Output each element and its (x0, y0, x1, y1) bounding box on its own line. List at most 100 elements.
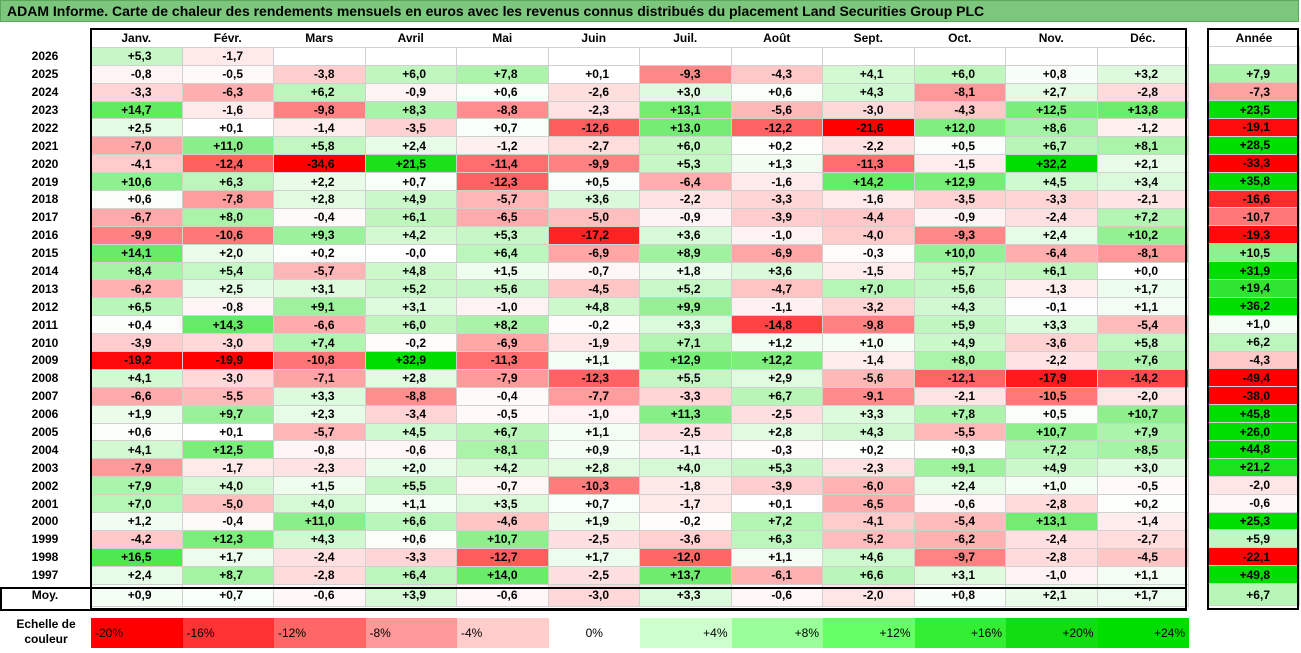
month-header: Oct. (948, 30, 972, 45)
heatmap-cell: +12,9 (913, 172, 1006, 192)
heatmap-cell: +8,5 (1096, 440, 1189, 460)
heatmap-cell: +4,8 (547, 297, 640, 317)
heatmap-cell: +6,3 (730, 529, 823, 549)
annual-cell: +35,8 (1208, 171, 1300, 191)
average-label: Moy. (31, 588, 59, 603)
heatmap-cell: +2,1 (1096, 154, 1189, 174)
legend-swatch: -8% (365, 618, 457, 648)
heatmap-cell: -12,2 (730, 118, 823, 138)
heatmap-cell: -5,5 (181, 386, 274, 406)
year-row: 2018 +0,6 -7,8 +2,8 +4,9 -5,7 +3,6 -2,2 -3,3 -1,6… (0, 190, 1189, 209)
year-row: 2015 +14,1 +2,0 +0,2 -0,0 +6,4 -6,9 +8,9 -6,9 -0,… (0, 243, 1189, 263)
heatmap-cell: +2,4 (364, 136, 457, 156)
heatmap-cell: -5,4 (913, 512, 1006, 531)
heatmap-cell: +4,6 (822, 547, 915, 567)
heatmap-cell: +6,1 (364, 207, 457, 227)
heatmap-cell: -0,3 (822, 243, 915, 263)
year-row: 2010 -3,9 -3,0 +7,4 -0,2 -6,9 -1,9 +7,1 +1,2 +1,0… (0, 333, 1189, 353)
heatmap-cell: -1,6 (822, 190, 915, 209)
annual-cell: +44,8 (1208, 439, 1300, 459)
heatmap-cell: -2,6 (547, 82, 640, 102)
heatmap-cell: -0,0 (364, 243, 457, 263)
heatmap-cell: -2,1 (913, 386, 1006, 406)
heatmap-cell: -11,4 (456, 154, 549, 174)
heatmap-cell: +0,5 (1005, 404, 1098, 424)
heatmap-cell: -0,4 (456, 386, 549, 406)
heatmap-cell: +7,0 (90, 494, 183, 514)
heatmap-cell: -12,6 (547, 118, 640, 138)
heatmap-cell: -1,1 (730, 297, 823, 317)
heatmap-cell: +4,3 (273, 529, 366, 549)
heatmap-cell: -3,3 (639, 386, 732, 406)
heatmap-cell: +6,0 (364, 64, 457, 84)
heatmap-cell: -1,6 (730, 172, 823, 192)
heatmap-cell: +14,2 (822, 172, 915, 192)
heatmap-cell: -1,4 (822, 351, 915, 370)
year-row: 2019 +10,6 +6,3 +2,2 +0,7 -12,3 +0,5 -6,4 -1,6 +1… (0, 172, 1189, 192)
heatmap-cell: -2,3 (547, 100, 640, 120)
heatmap-cell: +4,2 (456, 458, 549, 478)
heatmap-cell: +5,3 (730, 458, 823, 478)
year-label: 2025 (31, 67, 59, 82)
year-label: 2003 (31, 460, 59, 475)
heatmap-cell: -1,9 (547, 333, 640, 353)
heatmap-cell: -10,8 (273, 351, 366, 370)
heatmap-cell: -8,8 (364, 386, 457, 406)
heatmap-cell: +4,5 (1005, 172, 1098, 192)
year-label: 2021 (31, 138, 59, 153)
heatmap-cell: -0,8 (90, 64, 183, 84)
heatmap-cell: +6,2 (273, 82, 366, 102)
heatmap-cell: +4,1 (90, 368, 183, 388)
heatmap-cell: -1,4 (1096, 512, 1189, 531)
heatmap-cell: +10,7 (456, 529, 549, 549)
heatmap-cell: +14,1 (90, 243, 183, 263)
month-header: Avril (397, 30, 424, 45)
year-row: 1999 -4,2 +12,3 +4,3 +0,6 +10,7 -2,5 -3,6 +6,3 -5… (0, 529, 1189, 549)
heatmap-cell: -2,7 (1096, 529, 1189, 549)
heatmap-cell: -2,4 (273, 547, 366, 567)
heatmap-cell: -1,8 (639, 476, 732, 496)
heatmap-cell: +3,0 (639, 82, 732, 102)
heatmap-cell: -0,6 (364, 440, 457, 460)
legend-swatch: +8% (731, 618, 823, 648)
heatmap-cell: -3,3 (1005, 190, 1098, 209)
average-row: Moy. +0,9 +0,7 -0,6 +3,9 -0,6 -3,0 +3,3 -0,6 -2,0… (0, 583, 1189, 607)
year-label: 1997 (31, 568, 59, 583)
year-label: 2004 (31, 442, 59, 457)
heatmap-cell: +3,1 (364, 297, 457, 317)
heatmap-cell: +2,5 (181, 279, 274, 299)
annual-cell: +6,2 (1208, 332, 1300, 352)
heatmap-cell: +1,2 (90, 512, 183, 531)
heatmap-cell: +0,6 (456, 82, 549, 102)
heatmap-cell: -6,1 (730, 565, 823, 585)
heatmap-cell: -12,4 (181, 154, 274, 174)
year-row: 2012 +6,5 -0,8 +9,1 +3,1 -1,0 +4,8 +9,9 -1,1 -3,2… (0, 297, 1189, 317)
heatmap-cell: +13,8 (1096, 100, 1189, 120)
heatmap-cell: +6,7 (1005, 136, 1098, 156)
month-header: Nov. (1038, 30, 1064, 45)
heatmap-cell: -2,3 (273, 458, 366, 478)
heatmap-cell: -7,1 (273, 368, 366, 388)
heatmap-cell: -0,4 (273, 207, 366, 227)
heatmap-cell: +9,7 (181, 404, 274, 424)
heatmap-cell: -14,2 (1096, 368, 1189, 388)
heatmap-cell: -4,4 (822, 207, 915, 227)
heatmap-cell: +0,7 (456, 118, 549, 138)
annual-cell: +21,2 (1208, 457, 1300, 477)
average-cell: +3,3 (639, 583, 732, 607)
year-row: 2007 -6,6 -5,5 +3,3 -8,8 -0,4 -7,7 -3,3 +6,7 -9,1… (0, 386, 1189, 406)
heatmap-cell: -0,5 (1096, 476, 1189, 496)
year-label: 2005 (31, 425, 59, 440)
year-row: 2000 +1,2 -0,4 +11,0 +6,6 -4,6 +1,9 -0,2 +7,2 -4,… (0, 512, 1189, 531)
heatmap-cell: +1,7 (181, 547, 274, 567)
heatmap-cell: +5,3 (639, 154, 732, 174)
year-label: 1999 (31, 532, 59, 547)
average-cell: -0,6 (730, 583, 823, 607)
heatmap-cell: +10,7 (1005, 422, 1098, 442)
heatmap-cell: -12,0 (639, 547, 732, 567)
legend-swatch: +16% (914, 618, 1006, 648)
heatmap-cell: +9,9 (639, 297, 732, 317)
heatmap-cell: +10,6 (90, 172, 183, 192)
heatmap-cell: +6,1 (1005, 261, 1098, 281)
heatmap-cell: -9,3 (639, 64, 732, 84)
